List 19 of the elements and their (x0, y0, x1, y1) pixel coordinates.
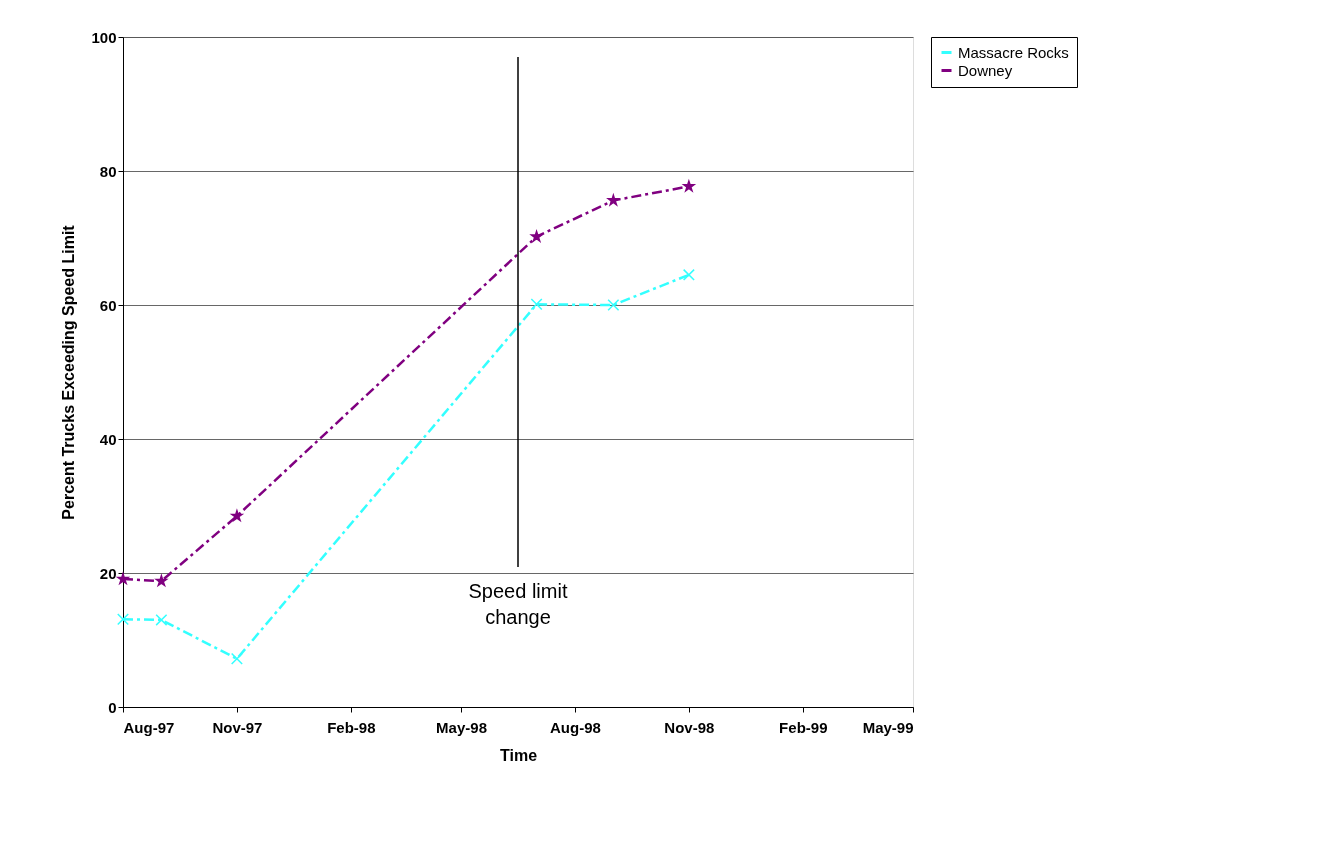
x-tick-label: Aug-98 (550, 718, 601, 736)
y-axis-title: Percent Trucks Exceeding Speed Limit (60, 224, 78, 520)
x-tick-label: May-98 (436, 718, 487, 736)
legend-label: Massacre Rocks (958, 43, 1069, 61)
y-tick-label: 40 (99, 430, 117, 448)
y-tick-label: 20 (99, 564, 117, 582)
x-tick-label: May-99 (862, 718, 914, 736)
y-tick-label: 60 (99, 296, 117, 314)
x-tick-label: Aug-97 (123, 718, 175, 736)
y-tick-label: 80 (99, 162, 117, 180)
y-tick-label: 0 (108, 698, 117, 716)
y-tick-label: 100 (91, 28, 117, 46)
x-tick-label: Nov-97 (212, 718, 263, 736)
x-axis-title: Time (499, 746, 538, 764)
x-tick-label: Feb-98 (327, 718, 376, 736)
x-tick-label: Nov-98 (664, 718, 715, 736)
legend-label: Downey (958, 61, 1013, 79)
x-tick-label: Feb-99 (779, 718, 828, 736)
ref-line-label: Speed limit change (468, 580, 568, 628)
